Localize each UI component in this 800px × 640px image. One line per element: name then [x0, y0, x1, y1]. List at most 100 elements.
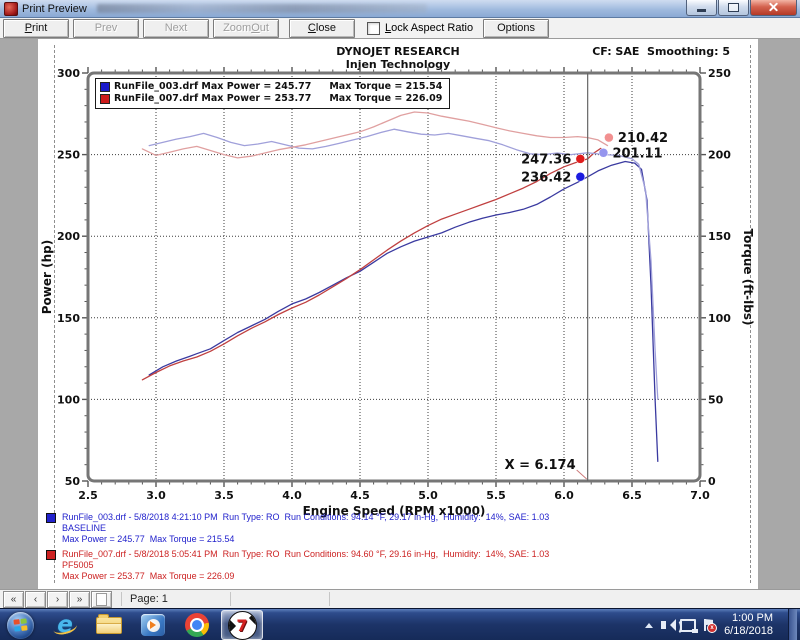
- run007-torque-curve: [141, 111, 609, 159]
- minimize-button[interactable]: [686, 0, 717, 16]
- preview-page: DYNOJET RESEARCH Injen Technology CF: SA…: [38, 39, 758, 589]
- callout-dot-torque-003: [598, 148, 609, 158]
- run003-torque-curve: [148, 128, 659, 401]
- run-info-footer: RunFile_003.drf - 5/8/2018 4:21:10 PM Ru…: [46, 512, 549, 586]
- taskbar-item-windows-explorer[interactable]: [89, 611, 129, 639]
- chart-legend: RunFile_003.drf Max Power = 245.77 Max T…: [95, 78, 451, 109]
- callout-label-power-007: 247.36: [521, 152, 571, 167]
- axis-frame: [86, 71, 702, 483]
- taskbar-item-chrome[interactable]: [177, 611, 217, 639]
- x-tick-label: 6.5: [622, 489, 642, 502]
- callout-label-torque-003: 201.11: [612, 146, 662, 161]
- y-right-tick-label: 0: [708, 475, 716, 488]
- legend-text: RunFile_007.drf Max Power = 253.77: [114, 93, 312, 104]
- legend-text: Max Torque = 215.54: [329, 81, 443, 92]
- last-page-button[interactable]: »: [69, 590, 90, 608]
- close-window-button[interactable]: [750, 0, 797, 16]
- legend-swatch-run003: [100, 82, 110, 92]
- chrome-icon: [185, 613, 209, 637]
- show-hidden-icons-button[interactable]: [645, 619, 654, 628]
- x-tick-label: 3.0: [146, 489, 166, 502]
- preview-client-area: DYNOJET RESEARCH Injen Technology CF: SA…: [0, 39, 800, 589]
- x-tick-label: 6.0: [554, 489, 574, 502]
- app-icon: [4, 1, 18, 16]
- y-right-tick-label: 250: [708, 67, 731, 80]
- action-center-icon[interactable]: x: [704, 619, 718, 633]
- system-tray: x 1:00 PM 6/18/2018: [645, 609, 800, 640]
- chart-subtitle: Injen Technology: [345, 58, 451, 71]
- right-margin-guide: [750, 45, 751, 583]
- run003-color-swatch: [46, 513, 56, 523]
- prev-button[interactable]: Prev: [73, 18, 139, 38]
- clock-time: 1:00 PM: [732, 612, 773, 624]
- chart-title: DYNOJET RESEARCH: [336, 45, 460, 58]
- lock-aspect-ratio-label[interactable]: Lock Aspect Ratio: [385, 22, 474, 34]
- network-icon[interactable]: [680, 618, 699, 633]
- first-page-button[interactable]: «: [3, 590, 24, 608]
- y-right-tick-label: 150: [708, 230, 731, 243]
- y-left-tick-label: 150: [57, 312, 80, 325]
- y-left-tick-label: 300: [57, 67, 80, 80]
- clock-date: 6/18/2018: [724, 625, 773, 637]
- x-tick-label: 5.0: [418, 489, 438, 502]
- run007-maxvalues: Max Power = 253.77 Max Torque = 226.09: [62, 571, 235, 581]
- taskbar-item-internet-explorer[interactable]: e: [45, 611, 85, 639]
- page-indicator: Page: 1: [130, 593, 168, 605]
- callout-dot-power-007: [575, 154, 586, 164]
- callout-dot-torque-007: [604, 132, 614, 143]
- left-axis-title: Power (hp): [40, 240, 54, 314]
- window-title: Print Preview: [22, 2, 87, 15]
- title-bar: Print Preview: [0, 0, 800, 18]
- options-button[interactable]: Options: [483, 18, 550, 38]
- volume-icon[interactable]: [661, 619, 683, 635]
- x-axis-title: Engine Speed (RPM x1000): [303, 504, 486, 518]
- y-right-tick-label: 200: [708, 149, 731, 162]
- left-margin-guide: [54, 45, 55, 583]
- taskbar: e 7 x 1:00 PM 6/18/2018: [0, 608, 800, 640]
- run007-power-curve: [141, 147, 607, 381]
- show-desktop-button[interactable]: [788, 609, 797, 640]
- legend-row: RunFile_007.drf Max Power = 253.77 Max T…: [100, 93, 442, 105]
- taskbar-item-media-player[interactable]: [133, 611, 173, 639]
- y-left-tick-label: 250: [57, 149, 80, 162]
- legend-row: RunFile_003.drf Max Power = 245.77 Max T…: [100, 81, 442, 93]
- x-tick-label: 4.5: [350, 489, 370, 502]
- next-page-button[interactable]: ›: [47, 590, 68, 608]
- callout-dot-power-003: [575, 172, 586, 182]
- run003-power-curve: [148, 160, 659, 463]
- page-list-button[interactable]: [91, 590, 112, 608]
- run003-label: BASELINE: [62, 523, 107, 533]
- next-button[interactable]: Next: [143, 18, 209, 38]
- taskbar-clock[interactable]: 1:00 PM 6/18/2018: [724, 612, 773, 638]
- run007-label: PF5005: [62, 560, 94, 570]
- x-tick-label: 4.0: [282, 489, 302, 502]
- run003-maxvalues: Max Power = 245.77 Max Torque = 215.54: [62, 534, 235, 544]
- prev-page-button[interactable]: ‹: [25, 590, 46, 608]
- maximize-button[interactable]: [718, 0, 749, 16]
- media-player-icon: [141, 614, 165, 636]
- x-tick-label: 3.5: [214, 489, 234, 502]
- run007-conditions: RunFile_007.drf - 5/8/2018 5:05:41 PM Ru…: [62, 549, 550, 559]
- taskbar-item-winpep7-active[interactable]: 7: [221, 610, 263, 640]
- legend-text: RunFile_003.drf Max Power = 245.77: [114, 81, 312, 92]
- document-icon: [96, 592, 107, 606]
- folder-icon: [96, 613, 122, 634]
- cf-smoothing-note: CF: SAE Smoothing: 5: [592, 45, 730, 58]
- lock-aspect-ratio-checkbox[interactable]: [367, 21, 380, 35]
- winpep7-icon: 7: [227, 610, 257, 640]
- internet-explorer-icon: e: [57, 612, 73, 638]
- y-left-tick-label: 50: [65, 475, 81, 488]
- dyno-chart: 2.5 3.0 3.5 4.0 4.5 5.0 5.5 6.0 6.5 7.0 50 100 150 20…: [40, 67, 755, 518]
- x-tick-label: 2.5: [78, 489, 98, 502]
- y-right-tick-label: 50: [708, 393, 724, 406]
- x-tick-label: 7.0: [690, 489, 710, 502]
- cursor-pointer-line: [576, 469, 587, 480]
- run003-conditions: RunFile_003.drf - 5/8/2018 4:21:10 PM Ru…: [62, 512, 550, 522]
- run-info-003: RunFile_003.drf - 5/8/2018 4:21:10 PM Ru…: [46, 512, 549, 545]
- start-button[interactable]: [7, 611, 34, 639]
- run007-color-swatch: [46, 550, 56, 560]
